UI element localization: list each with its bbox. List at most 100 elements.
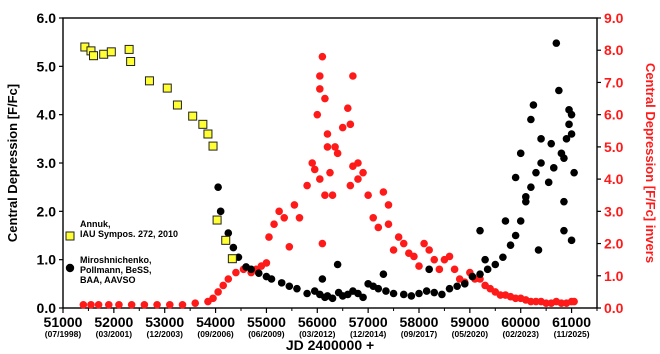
y-right-tick-label: 9.0 xyxy=(604,10,624,26)
data-point xyxy=(425,265,433,274)
y-right-tick-label: 6.0 xyxy=(604,107,624,123)
y-right-tick-label: 7.0 xyxy=(604,74,624,90)
data-point xyxy=(499,253,507,262)
y-right-tick-label: 8.0 xyxy=(604,42,624,58)
data-point xyxy=(232,268,240,277)
series-2 xyxy=(79,52,578,309)
data-point xyxy=(323,130,332,138)
x-tick-date: (03/2012) xyxy=(299,329,336,339)
legend-label: Pollmann, BeSS, xyxy=(80,265,152,275)
data-point xyxy=(450,265,459,274)
data-point xyxy=(267,275,276,283)
data-point xyxy=(310,165,319,174)
x-tick-date: (12/2014) xyxy=(350,329,387,339)
data-point xyxy=(552,39,561,47)
data-point xyxy=(410,252,418,261)
data-point xyxy=(430,288,439,297)
data-point xyxy=(560,226,568,235)
data-point xyxy=(415,262,423,270)
y-left-tick-label: 4.0 xyxy=(37,107,57,123)
data-point xyxy=(338,123,347,132)
data-point xyxy=(560,197,568,206)
data-point xyxy=(438,290,446,299)
data-point xyxy=(364,191,372,200)
data-point xyxy=(313,110,322,119)
data-point xyxy=(544,178,553,187)
y-right-tick-label: 0.0 xyxy=(604,300,624,316)
data-point xyxy=(140,300,149,309)
data-point xyxy=(333,260,342,269)
data-point xyxy=(506,241,515,249)
y-right-tick-label: 3.0 xyxy=(604,203,624,219)
data-point xyxy=(214,288,222,296)
data-point xyxy=(483,265,492,274)
data-point xyxy=(389,246,398,254)
data-point xyxy=(265,233,273,241)
legend-label: BAA, AAVSO xyxy=(80,275,136,285)
data-point xyxy=(516,149,525,158)
x-tick-label: 54000 xyxy=(196,314,235,330)
x-tick-date: (12/2003) xyxy=(147,329,184,339)
data-point xyxy=(527,183,535,191)
data-point xyxy=(382,287,390,295)
data-point xyxy=(389,289,398,298)
data-point xyxy=(247,265,255,274)
data-point-square xyxy=(106,47,116,57)
data-point xyxy=(115,300,123,309)
data-point xyxy=(476,270,484,278)
x-tick-date: (03/2001) xyxy=(96,329,133,339)
data-point xyxy=(216,207,225,216)
data-point xyxy=(384,220,393,229)
data-point xyxy=(270,220,278,229)
x-tick-label: 51000 xyxy=(44,314,83,330)
data-point xyxy=(567,130,576,138)
data-point xyxy=(87,300,95,309)
y-left-tick-label: 0.0 xyxy=(37,300,57,316)
data-point xyxy=(94,300,103,309)
x-tick-label: 55000 xyxy=(247,314,286,330)
data-point xyxy=(501,217,510,225)
y-right-tick-label: 5.0 xyxy=(604,139,624,155)
data-point xyxy=(321,191,329,200)
data-point xyxy=(224,275,233,283)
data-point xyxy=(491,260,500,269)
data-point xyxy=(522,193,530,201)
data-point xyxy=(359,168,367,177)
data-point xyxy=(104,300,113,309)
data-point xyxy=(346,181,355,190)
x-tick-label: 60000 xyxy=(501,314,540,330)
data-point xyxy=(326,168,334,177)
data-point xyxy=(333,149,342,158)
y-right-tick-label: 4.0 xyxy=(604,171,624,187)
data-point xyxy=(565,106,573,114)
data-point-square xyxy=(198,119,208,129)
data-point xyxy=(435,265,444,274)
y-left-tick-label: 6.0 xyxy=(37,10,57,26)
data-point xyxy=(328,191,337,200)
data-point xyxy=(303,289,311,298)
data-point xyxy=(516,217,525,225)
data-point xyxy=(275,207,283,216)
x-tick-label: 56000 xyxy=(298,314,337,330)
data-point xyxy=(567,236,576,245)
data-point xyxy=(374,284,383,293)
data-point xyxy=(316,175,324,183)
data-point xyxy=(127,300,136,309)
data-point-square xyxy=(221,235,231,245)
data-point xyxy=(318,275,327,283)
data-point xyxy=(349,162,357,171)
legend-marker-circle xyxy=(65,263,75,273)
data-point xyxy=(445,252,454,261)
data-point xyxy=(277,279,286,287)
data-point xyxy=(555,86,563,95)
data-point-square xyxy=(162,83,172,93)
data-point xyxy=(379,188,388,196)
data-point xyxy=(430,255,439,264)
data-point xyxy=(422,287,431,295)
data-point-square xyxy=(126,57,136,66)
y-left-tick-label: 3.0 xyxy=(37,155,57,171)
x-tick-date: (09/2017) xyxy=(401,329,438,339)
data-point xyxy=(308,159,317,167)
data-point xyxy=(374,223,383,232)
data-point xyxy=(295,213,304,222)
